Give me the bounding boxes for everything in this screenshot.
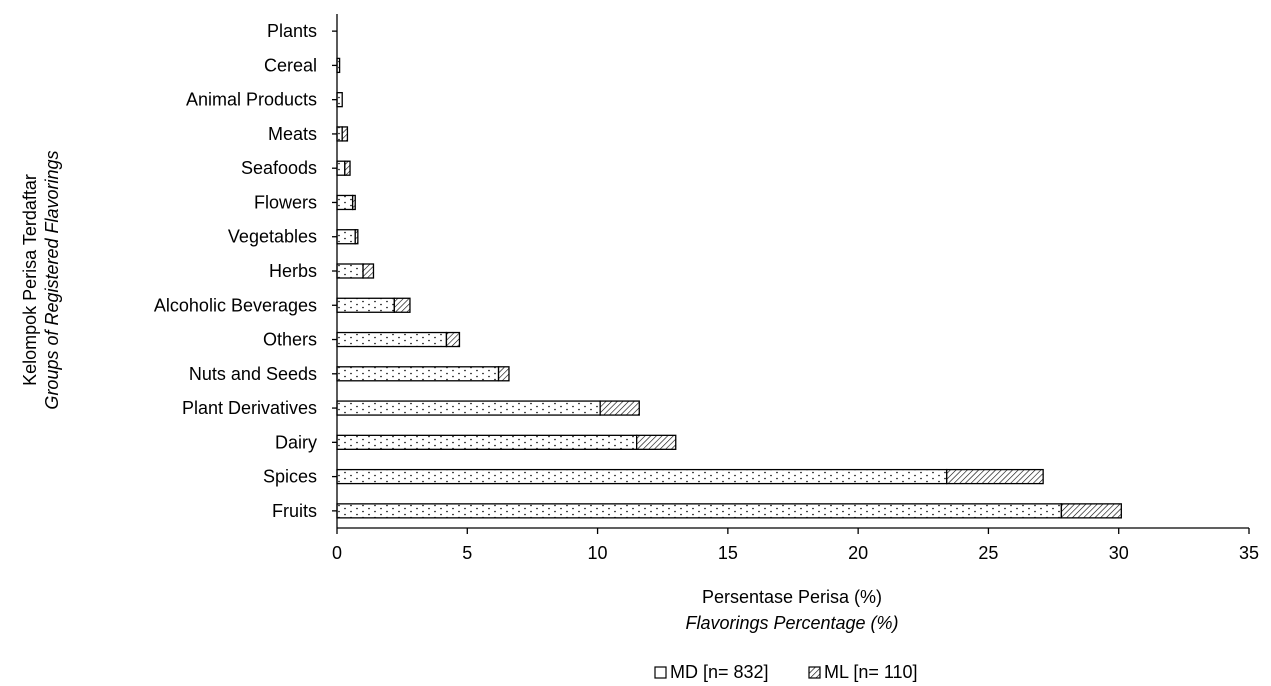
x-tick-label: 30 <box>1109 543 1129 563</box>
legend-swatch-ml <box>808 666 821 679</box>
legend: MD [n= 832] ML [n= 110] <box>654 662 918 682</box>
legend-label-md: MD [n= 832] <box>670 662 769 682</box>
bar-ml-meats <box>341 126 349 142</box>
bar-md-others <box>336 331 448 348</box>
category-label: Plants <box>267 21 317 41</box>
bar-ml-plant-derivatives <box>599 400 640 416</box>
category-label: Seafoods <box>241 158 317 178</box>
category-label: Alcoholic Beverages <box>154 295 317 315</box>
bar-ml-others <box>445 331 461 348</box>
bar-ml-herbs <box>362 263 375 279</box>
bar-ml-seafoods <box>344 160 351 176</box>
bar-md-flowers <box>336 194 354 211</box>
x-tick-label: 25 <box>978 543 998 563</box>
x-tick-label: 5 <box>462 543 472 563</box>
category-label: Flowers <box>254 192 317 212</box>
x-tick-label: 20 <box>848 543 868 563</box>
y-axis-title-en: Groups of Registered Flavorings <box>42 150 62 409</box>
bar-ml-fruits <box>1060 503 1122 519</box>
category-label: Others <box>263 330 317 350</box>
bar-md-animal-products <box>336 92 343 108</box>
category-label: Spices <box>263 467 317 487</box>
bar-ml-flowers <box>351 194 356 211</box>
plot-area: Plants Cereal Animal Products Meats Seafoods… <box>154 14 1259 563</box>
category-label: Herbs <box>269 261 317 281</box>
category-label: Meats <box>268 124 317 144</box>
bar-md-spices <box>336 468 948 485</box>
x-tick-label: 0 <box>332 543 342 563</box>
x-tick-label: 10 <box>588 543 608 563</box>
x-tick-label: 35 <box>1239 543 1259 563</box>
bar-ml-dairy <box>636 434 677 450</box>
category-label: Vegetables <box>228 227 317 247</box>
bar-md-seafoods <box>336 160 346 176</box>
category-label: Plant Derivatives <box>182 398 317 418</box>
bar-md-herbs <box>336 263 364 279</box>
bar-md-fruits <box>336 503 1063 519</box>
bar-md-nuts-and-seeds <box>336 366 500 382</box>
legend-label-ml: ML [n= 110] <box>824 662 918 682</box>
x-axis-title: Persentase Perisa (%) <box>702 587 882 607</box>
category-label: Cereal <box>264 55 317 75</box>
bar-ml-alcoholic-beverages <box>393 297 411 313</box>
category-label: Animal Products <box>186 90 317 110</box>
x-tick-label: 15 <box>718 543 738 563</box>
bar-md-vegetables <box>336 229 356 245</box>
legend-swatch-md <box>654 666 667 679</box>
y-axis-title: Kelompok Perisa Terdaftar <box>20 174 40 386</box>
bar-md-plant-derivatives <box>336 400 601 416</box>
bar-md-alcoholic-beverages <box>336 297 395 313</box>
bar-md-dairy <box>336 434 638 450</box>
category-label: Dairy <box>275 432 317 452</box>
category-label: Nuts and Seeds <box>189 364 317 384</box>
bar-md-meats <box>336 126 343 142</box>
category-label: Fruits <box>272 501 317 521</box>
bar-ml-spices <box>946 468 1044 485</box>
bar-ml-nuts-and-seeds <box>497 366 510 382</box>
x-axis-title-en: Flavorings Percentage (%) <box>685 613 898 633</box>
bar-ml-vegetables <box>354 229 359 245</box>
